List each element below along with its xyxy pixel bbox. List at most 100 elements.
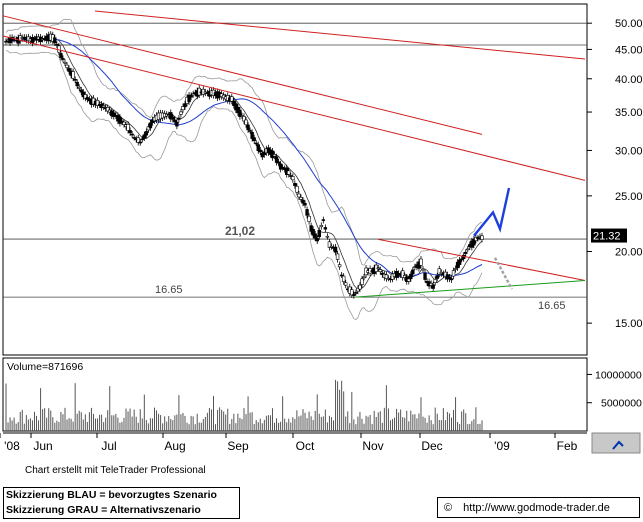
candle-body [248, 130, 252, 132]
candle-body [433, 279, 437, 284]
candle-body [280, 166, 285, 169]
candle-body [333, 246, 338, 253]
candle-body [254, 142, 258, 145]
candle-body [59, 53, 63, 59]
time-tick-label: Jul [101, 439, 116, 453]
candle-body [179, 111, 183, 115]
candle-body [451, 270, 456, 277]
volume-tick-label: 5000000 [601, 398, 642, 410]
candle-body [252, 137, 256, 142]
candle-body [244, 119, 248, 126]
candle-body [323, 227, 328, 230]
candle-body [95, 100, 100, 106]
candle-body [63, 61, 67, 64]
candle-body [313, 233, 317, 239]
candle-body [431, 284, 435, 289]
candle-body [77, 86, 81, 89]
volume-label: Volume=871696 [7, 361, 83, 373]
candle-body [358, 284, 362, 290]
candle-body [173, 119, 177, 123]
time-tick-label: Nov [362, 439, 383, 453]
candle-body [142, 134, 147, 139]
candle-body [148, 122, 153, 129]
scenario-gray-path [493, 257, 514, 290]
current-price-box [591, 228, 627, 243]
trend-line-upper [94, 10, 586, 60]
time-tick-label: Oct [296, 439, 315, 453]
candle-body [187, 94, 191, 103]
candle-body [171, 116, 175, 120]
candle-body [319, 225, 323, 228]
candle-body [409, 273, 413, 280]
candle-body [169, 112, 173, 120]
candle-body [61, 58, 65, 60]
price-tick-label: 25.00 [615, 191, 643, 203]
candle-body [419, 258, 423, 266]
scenario-legend: Skizzierung BLAU = bevorzugtes Szenario … [3, 487, 240, 519]
candle-body [472, 238, 476, 246]
time-tick-label: Dec [421, 439, 442, 453]
candle-body [53, 37, 57, 44]
candle-body [144, 131, 149, 136]
candle-body [325, 235, 330, 238]
candle-body [295, 185, 299, 193]
copyright-icon: © [444, 502, 453, 514]
candle-body [480, 235, 484, 240]
candle-body [464, 251, 468, 254]
volume-panel [2, 357, 588, 432]
time-tick-label: '09 [494, 439, 510, 453]
candle-body [276, 161, 281, 164]
candle-body [197, 87, 201, 96]
candle-body [126, 123, 130, 131]
candle-body [122, 121, 126, 125]
candle-body [380, 272, 385, 275]
chart-credit: Chart erstellt mit TeleTrader Profession… [25, 465, 206, 476]
candle-body [439, 271, 444, 274]
candle-body [297, 193, 301, 198]
triangle-resistance [377, 238, 586, 281]
candle-body [407, 278, 411, 282]
candle-body [71, 71, 75, 79]
candle-body [356, 287, 360, 292]
price-tick-label: 30.00 [615, 145, 643, 157]
candle-body [435, 275, 439, 279]
price-tick-label: 50.00 [615, 18, 643, 30]
candle-body [337, 264, 342, 268]
candle-body [65, 64, 69, 68]
candle-body [466, 248, 470, 251]
candle-body [175, 121, 179, 127]
candle-body [230, 96, 234, 102]
candle-body [299, 197, 303, 200]
candle-body [30, 36, 35, 44]
candle-body [429, 283, 433, 286]
candle-body [177, 117, 181, 120]
candle-body [327, 241, 332, 248]
candle-body [305, 209, 309, 216]
candle-body [403, 275, 407, 278]
candle-body [287, 170, 291, 175]
candle-body [476, 237, 480, 240]
source-url-box[interactable]: © http://www.godmode-trader.de [437, 497, 640, 518]
candle-body [258, 149, 262, 153]
candle-body [362, 276, 366, 279]
candle-body [459, 258, 464, 261]
price-tick-label: 20.00 [615, 246, 643, 258]
candle-body [339, 274, 344, 277]
candle-body [238, 109, 242, 118]
candle-body [262, 151, 267, 156]
candle-body [317, 229, 321, 238]
current-price-label: 21.32 [593, 231, 621, 243]
candle-body [250, 131, 254, 139]
candle-body [315, 237, 319, 242]
candle-body [189, 94, 193, 98]
time-tick-label: Feb [557, 439, 578, 453]
candle-body [341, 275, 346, 283]
time-tick-label: Jun [33, 439, 52, 453]
candle-body [140, 138, 144, 141]
candle-body [183, 103, 187, 108]
source-url[interactable]: http://www.godmode-trader.de [463, 502, 610, 514]
candle-body [453, 268, 458, 270]
candle-body [73, 79, 77, 81]
candle-body [83, 94, 88, 99]
